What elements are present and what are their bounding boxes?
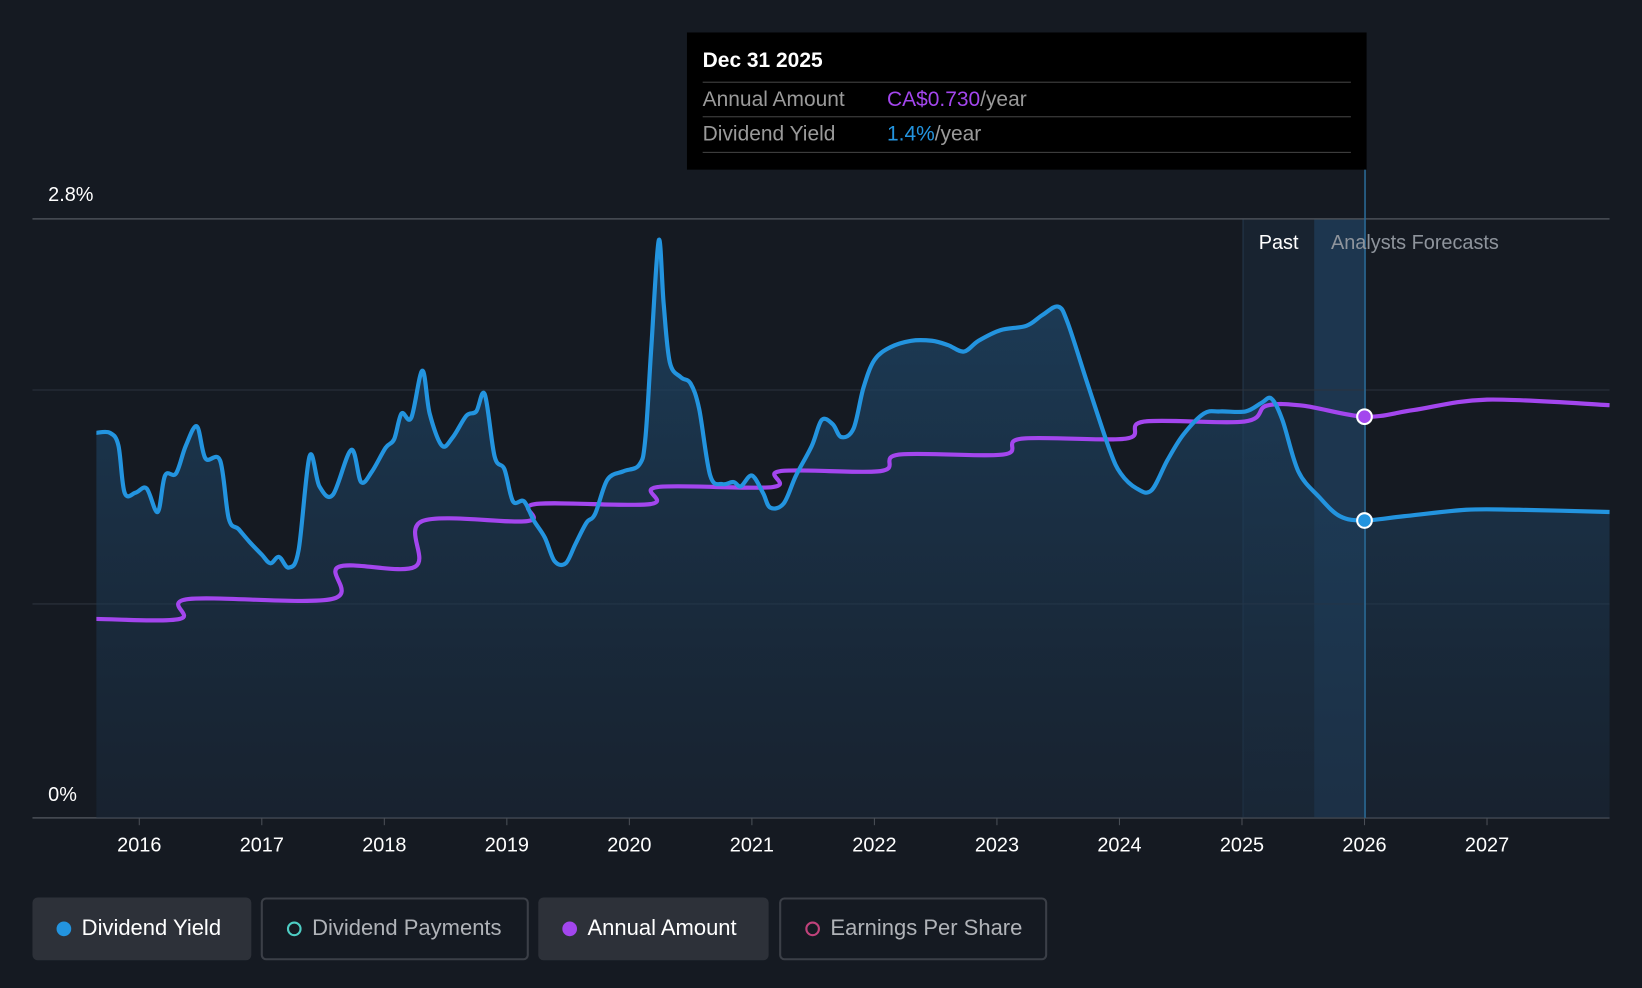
tooltip-yield-label: Dividend Yield: [702, 122, 836, 146]
dividend-payments-ring-icon: [286, 921, 302, 937]
legend-label: Dividend Payments: [312, 916, 502, 941]
eps-ring-icon: [805, 921, 820, 937]
tooltip-yield-row: Dividend Yield 1.4%/year: [702, 116, 1351, 151]
y-tick-zero: 0%: [48, 784, 77, 806]
legend-dividend-yield[interactable]: Dividend Yield: [32, 897, 252, 961]
x-tick-label: 2027: [1465, 834, 1509, 856]
annual-amount-dot-icon: [562, 921, 578, 937]
legend-label: Dividend Yield: [81, 916, 222, 941]
tooltip-divider: [702, 151, 1351, 153]
tooltip: Dec 31 2025 Annual Amount CA$0.730/year D…: [686, 32, 1367, 170]
y-tick-top: 2.8%: [48, 184, 93, 206]
dividend-yield-dot-icon: [56, 921, 72, 937]
annual-amount-marker: [1356, 408, 1373, 426]
forecast-label: Analysts Forecasts: [1331, 232, 1499, 254]
x-tick-label: 2016: [117, 834, 161, 856]
tooltip-annual-value: CA$0.730: [886, 87, 981, 112]
x-tick-label: 2018: [362, 834, 406, 856]
yield-area: [96, 239, 1610, 818]
tooltip-per-year: /year: [980, 87, 1027, 112]
x-tick-label: 2019: [485, 834, 529, 856]
legend-annual-amount[interactable]: Annual Amount: [538, 897, 769, 961]
x-tick-label: 2022: [852, 834, 896, 856]
tooltip-date: Dec 31 2025: [702, 49, 823, 73]
legend-earnings-per-share[interactable]: Earnings Per Share: [779, 897, 1048, 961]
x-tick-label: 2020: [607, 834, 651, 856]
x-tick-label: 2023: [975, 834, 1019, 856]
legend-label: Annual Amount: [587, 916, 737, 941]
past-label: Past: [1259, 232, 1299, 254]
tooltip-yield-value: 1.4%: [886, 122, 935, 146]
tooltip-per-year: /year: [934, 122, 982, 146]
dividend-yield-marker: [1356, 512, 1373, 529]
tooltip-annual-label: Annual Amount: [702, 87, 845, 112]
x-tick-label: 2021: [730, 834, 774, 856]
x-tick-label: 2025: [1220, 834, 1264, 856]
x-tick-label: 2017: [240, 834, 284, 856]
dividend-yield-line: [96, 237, 1610, 570]
legend-label: Earnings Per Share: [830, 916, 1023, 941]
legend-dividend-payments[interactable]: Dividend Payments: [260, 897, 529, 961]
tooltip-annual-row: Annual Amount CA$0.730/year: [702, 81, 1351, 117]
x-tick-label: 2026: [1342, 834, 1386, 856]
x-tick-label: 2024: [1097, 834, 1141, 856]
